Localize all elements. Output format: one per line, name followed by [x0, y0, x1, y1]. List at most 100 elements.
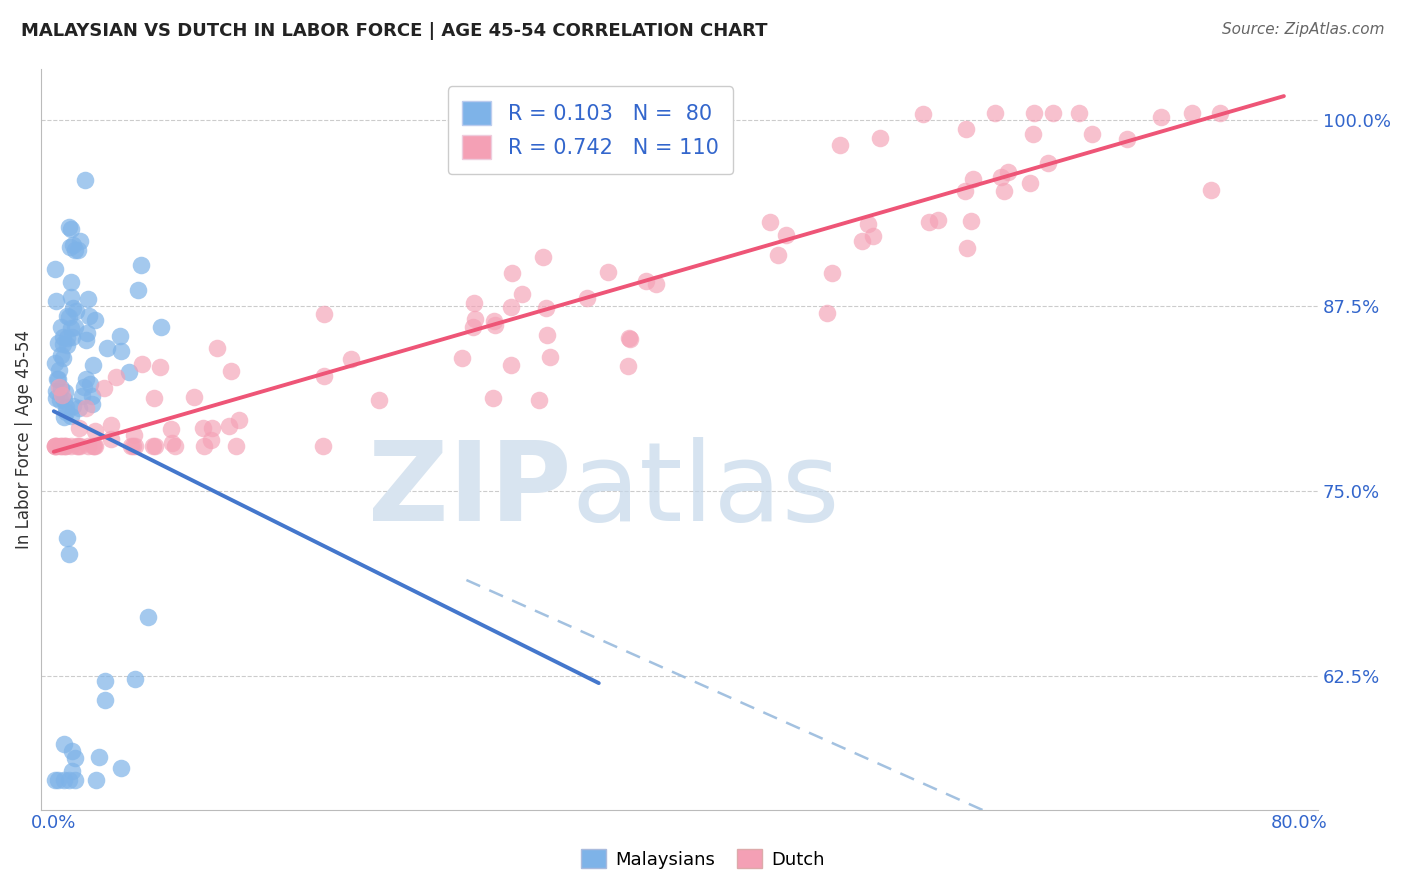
Point — [482, 391, 505, 405]
Point — [464, 311, 486, 326]
Point — [917, 215, 939, 229]
Point — [66, 439, 89, 453]
Point — [596, 264, 619, 278]
Point — [44, 772, 66, 787]
Point — [83, 439, 105, 453]
Point — [512, 286, 534, 301]
Point — [59, 439, 82, 453]
Point — [124, 672, 146, 686]
Point — [990, 169, 1012, 184]
Point — [69, 421, 91, 435]
Point — [1022, 106, 1045, 120]
Point — [93, 381, 115, 395]
Point — [46, 335, 69, 350]
Point — [62, 301, 84, 315]
Point — [127, 283, 149, 297]
Point — [58, 547, 80, 561]
Point — [80, 397, 103, 411]
Point — [1115, 132, 1137, 146]
Point — [869, 131, 891, 145]
Point — [94, 693, 117, 707]
Point — [75, 401, 97, 416]
Point — [46, 439, 69, 453]
Point — [44, 439, 66, 453]
Point — [60, 321, 83, 335]
Point — [162, 436, 184, 450]
Point — [59, 222, 82, 236]
Point — [851, 234, 873, 248]
Point — [58, 772, 80, 787]
Point — [1021, 127, 1043, 141]
Point — [55, 405, 77, 419]
Point — [69, 234, 91, 248]
Point — [52, 772, 75, 787]
Point — [45, 391, 67, 405]
Point — [75, 333, 97, 347]
Point — [121, 439, 143, 453]
Point — [59, 409, 82, 424]
Point — [1181, 106, 1204, 120]
Point — [616, 359, 638, 373]
Point — [67, 401, 90, 415]
Point — [463, 295, 485, 310]
Point — [956, 241, 979, 255]
Point — [58, 310, 80, 325]
Point — [53, 385, 76, 400]
Point — [1018, 176, 1040, 190]
Point — [79, 309, 101, 323]
Point — [45, 384, 67, 398]
Point — [62, 238, 84, 252]
Point — [69, 439, 91, 453]
Point — [312, 439, 335, 453]
Point — [55, 400, 77, 414]
Point — [53, 439, 76, 453]
Text: atlas: atlas — [571, 437, 839, 544]
Point — [65, 304, 87, 318]
Point — [984, 106, 1007, 120]
Point — [83, 313, 105, 327]
Point — [73, 173, 96, 187]
Point — [219, 364, 242, 378]
Point — [44, 439, 66, 453]
Point — [636, 274, 658, 288]
Point — [55, 338, 77, 352]
Point — [51, 439, 73, 453]
Point — [619, 331, 641, 345]
Point — [80, 388, 103, 402]
Point — [527, 392, 550, 407]
Point — [482, 313, 505, 327]
Point — [536, 328, 558, 343]
Point — [79, 377, 101, 392]
Point — [60, 276, 83, 290]
Point — [52, 330, 75, 344]
Point — [59, 240, 82, 254]
Point — [121, 439, 143, 453]
Point — [45, 294, 67, 309]
Point — [118, 365, 141, 379]
Point — [201, 420, 224, 434]
Point — [75, 371, 97, 385]
Point — [645, 277, 668, 291]
Point — [110, 761, 132, 775]
Point — [44, 356, 66, 370]
Point — [53, 409, 76, 424]
Point — [911, 106, 934, 120]
Point — [60, 330, 83, 344]
Point — [56, 532, 79, 546]
Point — [53, 439, 76, 453]
Point — [143, 439, 166, 453]
Point — [77, 292, 100, 306]
Point — [225, 439, 247, 453]
Point — [105, 370, 128, 384]
Point — [501, 266, 523, 280]
Point — [619, 332, 641, 346]
Point — [815, 305, 838, 319]
Point — [55, 439, 77, 453]
Point — [531, 251, 554, 265]
Legend: R = 0.103   N =  80, R = 0.742   N = 110: R = 0.103 N = 80, R = 0.742 N = 110 — [447, 87, 734, 174]
Point — [53, 737, 76, 751]
Point — [49, 320, 72, 334]
Point — [94, 674, 117, 689]
Point — [46, 372, 69, 386]
Point — [858, 217, 880, 231]
